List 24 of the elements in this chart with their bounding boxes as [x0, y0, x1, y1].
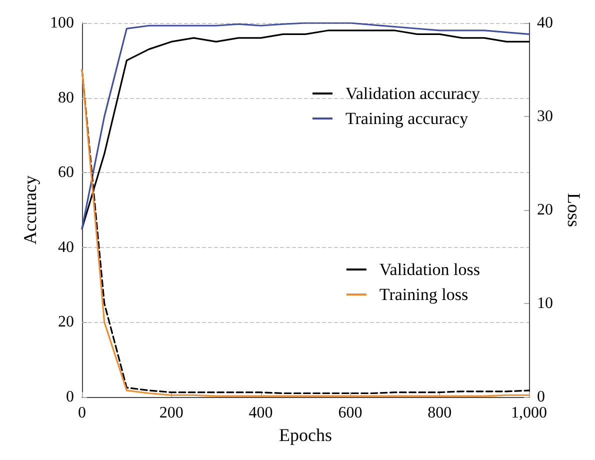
y-tick-label: 60	[58, 164, 74, 182]
y2-tick-label: 20	[537, 202, 553, 218]
legend-label: Training accuracy	[345, 109, 469, 128]
x-axis-title: Epochs	[279, 424, 332, 445]
y-tick-label: 100	[50, 14, 74, 32]
x-tick-label: 400	[248, 404, 273, 422]
y2-tick-label: 40	[537, 14, 553, 32]
y2-axis-title: Loss	[564, 192, 584, 228]
legend-label: Validation accuracy	[345, 84, 480, 103]
y-tick-label: 0	[66, 388, 74, 406]
y2-tick-label: 10	[537, 295, 553, 312]
x-tick-label: 800	[428, 404, 452, 422]
legend-label: Validation loss	[379, 260, 480, 279]
x-tick-label: 600	[338, 404, 362, 422]
x-tick-label: 200	[159, 404, 184, 422]
y2-tick-label: 30	[537, 108, 553, 125]
y2-tick-label: 0	[537, 388, 545, 406]
y-tick-label: 40	[58, 238, 74, 256]
x-tick-label: 0	[78, 404, 86, 422]
x-tick-label: 1,000	[511, 404, 547, 422]
y-tick-label: 20	[58, 314, 74, 331]
legend-label: Training loss	[379, 285, 468, 304]
y-axis-title: Accuracy	[20, 176, 40, 244]
y-tick-label: 80	[58, 89, 74, 106]
